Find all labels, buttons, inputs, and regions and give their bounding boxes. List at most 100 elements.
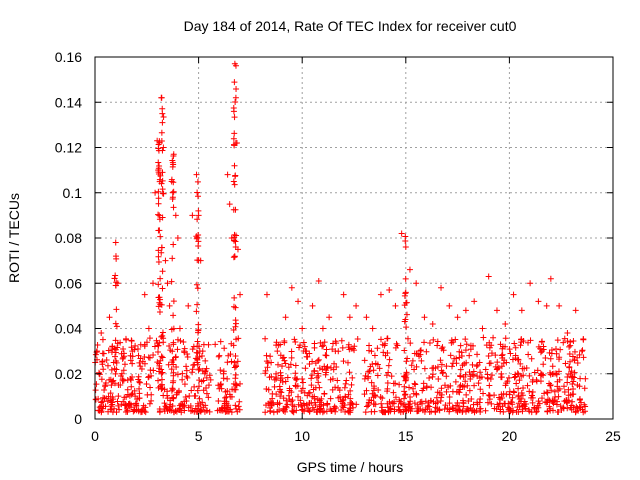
y-tick-label: 0.1 [63, 185, 83, 201]
data-point [170, 394, 177, 401]
data-point [506, 346, 513, 353]
data-point [380, 349, 387, 356]
data-point [462, 378, 469, 385]
data-point [434, 338, 441, 345]
data-point [574, 405, 581, 412]
data-point [438, 284, 445, 291]
data-point [194, 301, 201, 308]
data-point [374, 345, 381, 352]
data-point [580, 409, 587, 416]
data-point [486, 344, 493, 351]
data-point [222, 394, 229, 401]
data-point [309, 372, 316, 379]
data-point [263, 352, 270, 359]
data-point [263, 358, 270, 365]
data-point [342, 380, 349, 387]
data-point [512, 352, 519, 359]
data-point [368, 397, 375, 404]
data-point [561, 389, 568, 396]
data-point [99, 398, 106, 405]
data-point [98, 409, 105, 416]
data-point [146, 354, 153, 361]
data-point [456, 403, 463, 410]
data-point [379, 404, 386, 411]
data-point [129, 390, 136, 397]
data-point [522, 405, 529, 412]
data-point [196, 395, 203, 402]
data-point [96, 371, 103, 378]
data-point [449, 363, 456, 370]
data-point [580, 335, 587, 342]
data-point [463, 391, 470, 398]
data-point [378, 400, 385, 407]
data-point [273, 391, 280, 398]
data-point [179, 376, 186, 383]
data-point [439, 344, 446, 351]
data-point [288, 348, 295, 355]
data-point [228, 409, 235, 416]
data-point [377, 291, 384, 298]
data-point [230, 135, 237, 142]
data-point [467, 373, 474, 380]
data-point [137, 379, 144, 386]
data-point [148, 397, 155, 404]
data-point [315, 356, 322, 363]
data-point [424, 405, 431, 412]
y-tick-label: 0.16 [55, 49, 82, 65]
data-point [158, 94, 165, 101]
x-tick-label: 15 [398, 428, 414, 444]
data-point [406, 266, 413, 273]
data-point [100, 366, 107, 373]
data-point [401, 395, 408, 402]
y-tick-labels: 0 0.02 0.04 0.06 0.08 0.1 0.12 0.14 0.16 [55, 49, 82, 427]
data-point [436, 389, 443, 396]
data-point [317, 339, 324, 346]
data-point [221, 402, 228, 409]
data-point [166, 343, 173, 350]
data-point [217, 338, 224, 345]
data-point [168, 359, 175, 366]
data-point [217, 407, 224, 414]
data-point [168, 176, 175, 183]
data-point [539, 348, 546, 355]
data-point [226, 201, 233, 208]
data-point [379, 395, 386, 402]
data-point [396, 396, 403, 403]
data-point [330, 340, 337, 347]
data-point [118, 370, 125, 377]
data-point [155, 159, 162, 166]
data-point [365, 368, 372, 375]
data-point [489, 372, 496, 379]
data-point [542, 354, 549, 361]
data-point [319, 343, 326, 350]
data-point [227, 351, 234, 358]
data-point [268, 359, 275, 366]
data-point [363, 403, 370, 410]
data-point [327, 406, 334, 413]
data-point [453, 388, 460, 395]
data-point [576, 383, 583, 390]
data-point [281, 406, 288, 413]
data-point [158, 386, 165, 393]
data-point [553, 371, 560, 378]
data-point [145, 373, 152, 380]
data-point [311, 393, 318, 400]
data-point [168, 366, 175, 373]
data-point [346, 314, 353, 321]
data-point [485, 273, 492, 280]
data-point [112, 320, 119, 327]
data-point [157, 233, 164, 240]
data-point [338, 406, 345, 413]
data-point [569, 381, 576, 388]
data-point [485, 353, 492, 360]
data-point [146, 400, 153, 407]
data-point [191, 383, 198, 390]
data-point [538, 395, 545, 402]
data-point [434, 342, 441, 349]
data-point [323, 346, 330, 353]
data-point [371, 400, 378, 407]
data-point [537, 372, 544, 379]
data-point [231, 162, 238, 169]
data-point [109, 393, 116, 400]
data-point [232, 99, 239, 106]
